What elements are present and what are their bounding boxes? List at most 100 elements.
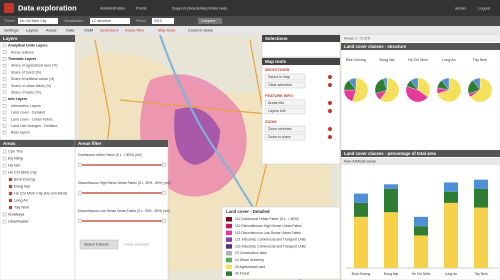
slider-handle[interactable] bbox=[161, 162, 167, 168]
layer-item[interactable]: Share of urban fabric (%) bbox=[11, 84, 51, 88]
tool-label[interactable]: Zoom to place bbox=[268, 135, 291, 139]
compare-button[interactable]: Compare bbox=[201, 19, 215, 23]
area-item[interactable]: Ulaanbaatar bbox=[8, 220, 29, 224]
checkbox[interactable] bbox=[2, 70, 7, 75]
checkbox[interactable] bbox=[2, 130, 7, 135]
checkbox[interactable] bbox=[8, 198, 13, 203]
checkbox[interactable] bbox=[2, 104, 7, 108]
tool-label[interactable]: Select in map bbox=[268, 75, 290, 79]
checkbox[interactable] bbox=[2, 170, 7, 175]
dropdown[interactable] bbox=[90, 18, 130, 24]
checkbox[interactable] bbox=[2, 212, 7, 217]
checkbox[interactable] bbox=[8, 184, 13, 189]
slider-handle[interactable] bbox=[161, 218, 167, 224]
logout[interactable]: Logout bbox=[478, 6, 491, 11]
checkbox[interactable] bbox=[2, 149, 7, 154]
layer-item[interactable]: Base layers bbox=[11, 131, 30, 135]
area-item[interactable]: Hà Nội bbox=[8, 164, 20, 168]
checkbox[interactable] bbox=[8, 177, 13, 182]
checkbox[interactable] bbox=[2, 77, 7, 81]
area-item[interactable]: Đồng Nai bbox=[14, 185, 30, 189]
toggle[interactable] bbox=[328, 101, 332, 105]
toggle[interactable] bbox=[328, 109, 332, 113]
toolbar-button[interactable]: Date bbox=[66, 28, 75, 33]
toolbar-button[interactable]: Map tools bbox=[158, 28, 175, 33]
layer-item[interactable]: Thematic Layers bbox=[8, 57, 36, 61]
tool-button[interactable] bbox=[264, 73, 306, 81]
checkbox[interactable] bbox=[2, 117, 7, 121]
checkbox[interactable] bbox=[2, 156, 7, 161]
layer-item[interactable]: Share of water (%) bbox=[11, 90, 41, 94]
bar bbox=[354, 216, 368, 268]
bar bbox=[414, 235, 428, 268]
layer-item[interactable]: Share of forest (%) bbox=[11, 70, 41, 74]
area-item[interactable]: Đà Nẵng bbox=[8, 156, 23, 161]
area-item[interactable]: Cần Thơ bbox=[8, 150, 23, 154]
toggle[interactable] bbox=[328, 75, 332, 79]
slider-handle[interactable] bbox=[161, 190, 167, 196]
tool-button[interactable] bbox=[264, 107, 306, 115]
menu-item[interactable]: Video Help bbox=[208, 6, 228, 11]
toggle[interactable] bbox=[328, 135, 332, 139]
tool-label[interactable]: Clear selection bbox=[268, 83, 292, 87]
button[interactable] bbox=[79, 239, 119, 250]
toolbar-button[interactable]: Selections bbox=[100, 28, 118, 33]
tool-button[interactable] bbox=[264, 81, 306, 89]
dropdown[interactable] bbox=[18, 18, 58, 24]
toolbar-button[interactable]: Custom views bbox=[188, 28, 213, 33]
area-item[interactable]: Hồ Chí Minh City bbox=[8, 171, 37, 175]
checkbox[interactable] bbox=[2, 97, 7, 101]
area-item[interactable]: Tây Ninh bbox=[14, 206, 29, 210]
toolbar-button[interactable]: Layers bbox=[26, 28, 38, 33]
slider-handle[interactable] bbox=[77, 218, 83, 224]
clear-button[interactable]: Clear selection bbox=[124, 243, 149, 247]
checkbox[interactable] bbox=[2, 163, 7, 168]
checkbox[interactable] bbox=[8, 205, 13, 210]
toggle[interactable] bbox=[328, 83, 332, 87]
checkbox[interactable] bbox=[2, 50, 7, 54]
checkbox[interactable] bbox=[2, 57, 7, 61]
menu-item[interactable]: Support (Academia) bbox=[172, 6, 208, 11]
checkbox[interactable] bbox=[2, 124, 7, 128]
legend-swatch bbox=[226, 257, 232, 263]
button[interactable] bbox=[198, 18, 222, 24]
checkbox[interactable] bbox=[2, 43, 7, 48]
layer-item[interactable]: Areas outlines bbox=[11, 50, 34, 54]
layer-item[interactable]: Analytical Units Layers bbox=[8, 44, 48, 48]
toolbar-button[interactable]: Areas bbox=[46, 28, 56, 33]
layer-item[interactable]: Share of artificial areas (%) bbox=[11, 77, 54, 81]
checkbox[interactable] bbox=[2, 110, 7, 115]
layer-item[interactable]: Info Layers bbox=[8, 97, 27, 101]
tool-label[interactable]: Zoom selected bbox=[268, 127, 292, 131]
menu-item[interactable]: Portal bbox=[136, 6, 147, 11]
tool-button[interactable] bbox=[264, 133, 306, 141]
layer-item[interactable]: Land Use changes - Detailed bbox=[11, 124, 57, 128]
select-button[interactable]: Select 5 Areas bbox=[84, 243, 109, 247]
checkbox[interactable] bbox=[2, 83, 7, 88]
layer-item[interactable]: Land cover - Urban Fabric bbox=[11, 117, 53, 121]
area-item[interactable]: Bình Dương bbox=[14, 178, 35, 182]
dropdown[interactable] bbox=[152, 18, 174, 24]
menu-item[interactable]: Administration bbox=[100, 6, 125, 11]
checkbox[interactable] bbox=[2, 63, 7, 68]
checkbox[interactable] bbox=[8, 191, 13, 196]
checkbox[interactable] bbox=[2, 90, 7, 95]
pie-slice bbox=[441, 77, 450, 91]
slider-handle[interactable] bbox=[77, 190, 83, 196]
area-item[interactable]: Hồ Chí Minh City (Ho Chi Minh) bbox=[14, 192, 68, 196]
slider-handle[interactable] bbox=[77, 162, 83, 168]
toolbar-button[interactable]: OSM bbox=[84, 28, 93, 33]
toggle[interactable] bbox=[328, 127, 332, 131]
layer-item[interactable]: Land cover - Detailed bbox=[11, 111, 45, 115]
toolbar-button[interactable]: Areas filter bbox=[125, 28, 145, 33]
tool-label[interactable]: Areas info bbox=[268, 101, 284, 105]
checkbox[interactable] bbox=[2, 219, 7, 224]
tool-button[interactable] bbox=[264, 125, 306, 133]
tool-label[interactable]: Layers info bbox=[268, 109, 286, 113]
toolbar-button[interactable]: Settings bbox=[4, 28, 18, 33]
area-item[interactable]: Surabaya bbox=[8, 213, 25, 217]
area-item[interactable]: Long An bbox=[14, 199, 28, 203]
layer-item[interactable]: Share of agricultural land (%) bbox=[11, 64, 58, 68]
layer-item[interactable]: Information Layers bbox=[11, 104, 41, 108]
tool-button[interactable] bbox=[264, 99, 306, 107]
